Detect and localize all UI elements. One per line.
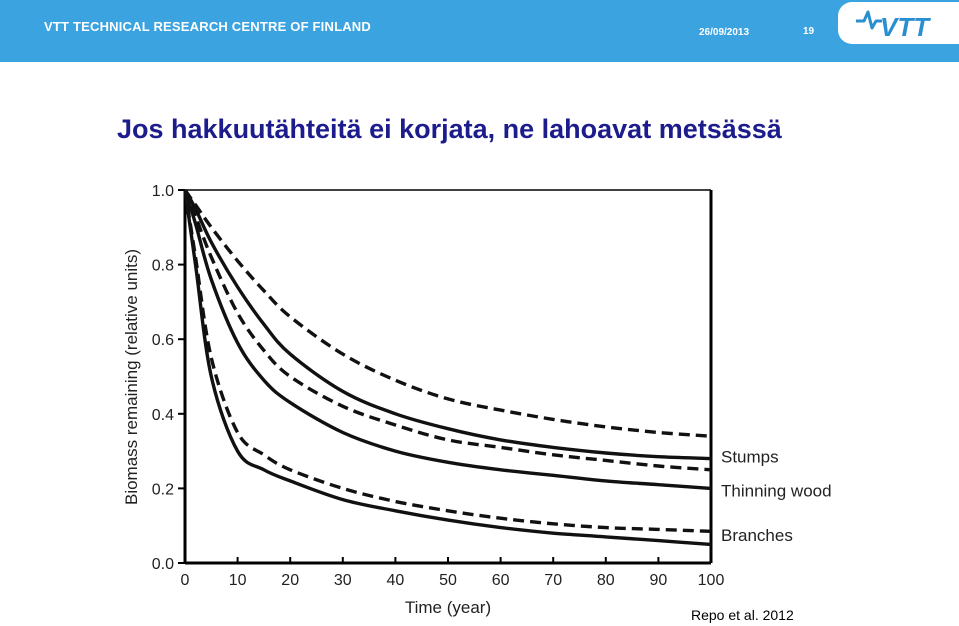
series-label: Stumps xyxy=(721,448,779,467)
series-line-stumps-solid xyxy=(183,189,712,461)
vtt-logo: VTT xyxy=(838,2,959,44)
vtt-logo-icon: VTT xyxy=(856,10,931,42)
series-line-branches-solid xyxy=(183,189,712,547)
series-line-branches-dashed xyxy=(183,189,712,533)
x-axis-label: Time (year) xyxy=(405,598,491,617)
x-tick-label: 90 xyxy=(650,572,668,589)
page-number: 19 xyxy=(803,26,815,37)
y-tick-label: 0.2 xyxy=(152,481,174,498)
x-tick-label: 60 xyxy=(492,572,510,589)
y-axis-label: Biomass remaining (relative units) xyxy=(122,249,141,505)
series-label: Thinning wood xyxy=(721,481,832,500)
x-tick-label: 10 xyxy=(229,572,247,589)
series-line-stumps-dashed xyxy=(183,189,712,438)
x-tick-label: 100 xyxy=(698,572,725,589)
y-tick-label: 0.4 xyxy=(152,407,174,424)
x-tick-label: 20 xyxy=(281,572,299,589)
chart-axes xyxy=(183,189,713,565)
logo-text: VTT xyxy=(880,12,931,42)
chart-series xyxy=(183,189,712,547)
source-citation: Repo et al. 2012 xyxy=(691,607,794,623)
x-tick-label: 30 xyxy=(334,572,352,589)
x-tick-label: 80 xyxy=(597,572,615,589)
x-tick-label: 40 xyxy=(387,572,405,589)
y-tick-label: 0.6 xyxy=(152,332,174,349)
series-line-thinning-wood-dashed xyxy=(183,189,712,472)
x-tick-label: 50 xyxy=(439,572,457,589)
y-ticks: 0.0 0.2 0.4 0.6 0.8 1.0 xyxy=(152,183,185,573)
series-labels: Stumps Thinning wood Branches xyxy=(721,448,832,545)
organization-name: VTT TECHNICAL RESEARCH CENTRE OF FINLAND xyxy=(44,19,371,34)
slide-title: Jos hakkuutähteitä ei korjata, ne lahoav… xyxy=(117,114,782,144)
x-tick-label: 0 xyxy=(181,572,190,589)
header-bar: VTT TECHNICAL RESEARCH CENTRE OF FINLAND… xyxy=(0,0,959,62)
x-tick-label: 70 xyxy=(544,572,562,589)
series-label: Branches xyxy=(721,526,793,545)
y-tick-label: 0.0 xyxy=(152,556,174,573)
x-ticks: 0 10 20 30 40 50 60 70 80 90 100 xyxy=(181,557,725,589)
y-tick-label: 1.0 xyxy=(152,183,174,200)
y-tick-label: 0.8 xyxy=(152,258,174,275)
slide-date: 26/09/2013 xyxy=(699,27,750,38)
series-line-thinning-wood-solid xyxy=(183,189,712,491)
